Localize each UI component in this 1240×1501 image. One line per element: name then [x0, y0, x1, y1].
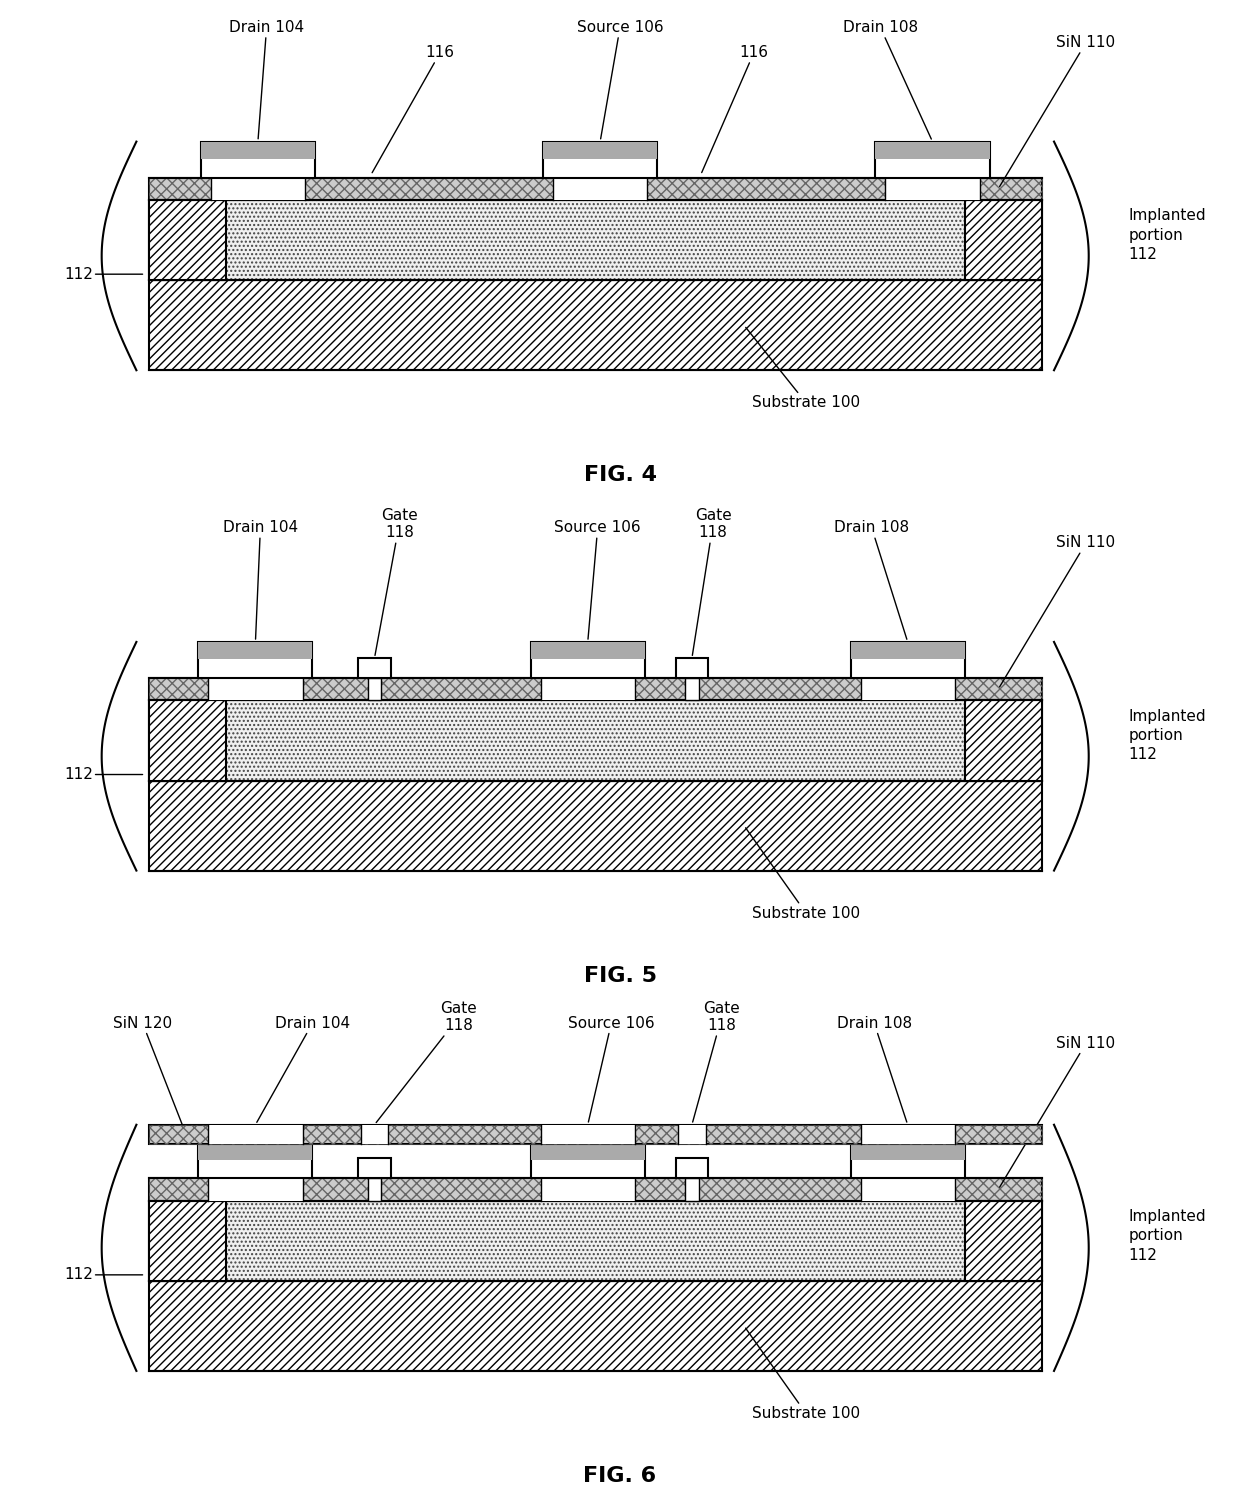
Polygon shape — [358, 1159, 391, 1178]
Polygon shape — [211, 177, 305, 200]
Polygon shape — [149, 1201, 1042, 1280]
Polygon shape — [676, 1159, 708, 1178]
Text: 112: 112 — [64, 267, 93, 282]
Text: Source 106: Source 106 — [568, 1016, 655, 1123]
Polygon shape — [149, 177, 1042, 200]
Polygon shape — [198, 1142, 312, 1178]
Polygon shape — [686, 1178, 699, 1201]
Text: SiN 120: SiN 120 — [113, 1016, 185, 1132]
Polygon shape — [531, 1142, 645, 1178]
Polygon shape — [201, 141, 315, 177]
Polygon shape — [149, 701, 1042, 781]
Polygon shape — [851, 1142, 965, 1160]
Polygon shape — [208, 678, 303, 701]
Polygon shape — [208, 1178, 303, 1201]
Text: SiN 110: SiN 110 — [999, 35, 1116, 186]
Polygon shape — [851, 642, 965, 678]
Text: SiN 110: SiN 110 — [999, 1036, 1116, 1187]
Polygon shape — [149, 781, 1042, 871]
Polygon shape — [149, 1124, 1042, 1144]
Polygon shape — [149, 701, 226, 781]
Text: Drain 104: Drain 104 — [229, 20, 304, 138]
Text: Gate
118: Gate 118 — [692, 507, 732, 656]
Polygon shape — [149, 1280, 1042, 1370]
Text: FIG. 4: FIG. 4 — [584, 465, 656, 485]
Polygon shape — [543, 141, 657, 177]
Polygon shape — [861, 1124, 955, 1144]
Text: 116: 116 — [372, 45, 455, 173]
Polygon shape — [361, 1124, 388, 1144]
Polygon shape — [149, 281, 1042, 371]
Text: SiN 110: SiN 110 — [999, 536, 1116, 687]
Text: Gate
118: Gate 118 — [693, 1001, 740, 1123]
Text: 116: 116 — [702, 45, 769, 173]
Polygon shape — [861, 678, 955, 701]
Polygon shape — [149, 1201, 226, 1280]
Polygon shape — [149, 678, 1042, 701]
Text: Drain 108: Drain 108 — [835, 521, 909, 639]
Polygon shape — [861, 1178, 955, 1201]
Polygon shape — [541, 1178, 635, 1201]
Text: Source 106: Source 106 — [577, 20, 663, 140]
Text: Substrate 100: Substrate 100 — [745, 327, 861, 410]
Polygon shape — [851, 642, 965, 659]
Text: Gate
118: Gate 118 — [376, 1001, 477, 1123]
Polygon shape — [531, 642, 645, 659]
Polygon shape — [678, 1124, 706, 1144]
Text: Implanted
portion
112: Implanted portion 112 — [1128, 1210, 1207, 1262]
Polygon shape — [149, 200, 1042, 281]
Polygon shape — [201, 141, 315, 159]
Polygon shape — [875, 141, 990, 159]
Polygon shape — [531, 642, 645, 678]
Polygon shape — [851, 1142, 965, 1178]
Text: Drain 104: Drain 104 — [223, 521, 298, 639]
Polygon shape — [531, 1142, 645, 1160]
Polygon shape — [965, 1201, 1042, 1280]
Polygon shape — [965, 200, 1042, 281]
Polygon shape — [149, 1178, 1042, 1201]
Text: 112: 112 — [64, 767, 93, 782]
Text: Drain 108: Drain 108 — [837, 1016, 911, 1123]
Text: 112: 112 — [64, 1267, 93, 1282]
Polygon shape — [358, 657, 391, 678]
Text: FIG. 5: FIG. 5 — [584, 965, 656, 986]
Polygon shape — [676, 657, 708, 678]
Polygon shape — [686, 678, 699, 701]
Text: FIG. 6: FIG. 6 — [584, 1466, 656, 1486]
Polygon shape — [367, 1178, 382, 1201]
Text: Drain 108: Drain 108 — [843, 20, 931, 140]
Polygon shape — [541, 1124, 635, 1144]
Polygon shape — [198, 1142, 312, 1160]
Text: Substrate 100: Substrate 100 — [745, 1328, 861, 1421]
Polygon shape — [553, 177, 647, 200]
Polygon shape — [367, 678, 382, 701]
Text: Substrate 100: Substrate 100 — [745, 829, 861, 920]
Text: Source 106: Source 106 — [554, 521, 641, 639]
Polygon shape — [198, 642, 312, 659]
Text: Implanted
portion
112: Implanted portion 112 — [1128, 708, 1207, 763]
Polygon shape — [543, 141, 657, 159]
Polygon shape — [198, 642, 312, 678]
Polygon shape — [885, 177, 980, 200]
Text: Drain 104: Drain 104 — [257, 1016, 350, 1123]
Polygon shape — [541, 678, 635, 701]
Polygon shape — [875, 141, 990, 177]
Polygon shape — [965, 701, 1042, 781]
Polygon shape — [208, 1124, 303, 1144]
Polygon shape — [149, 200, 226, 281]
Text: Gate
118: Gate 118 — [374, 507, 418, 656]
Text: Implanted
portion
112: Implanted portion 112 — [1128, 209, 1207, 261]
